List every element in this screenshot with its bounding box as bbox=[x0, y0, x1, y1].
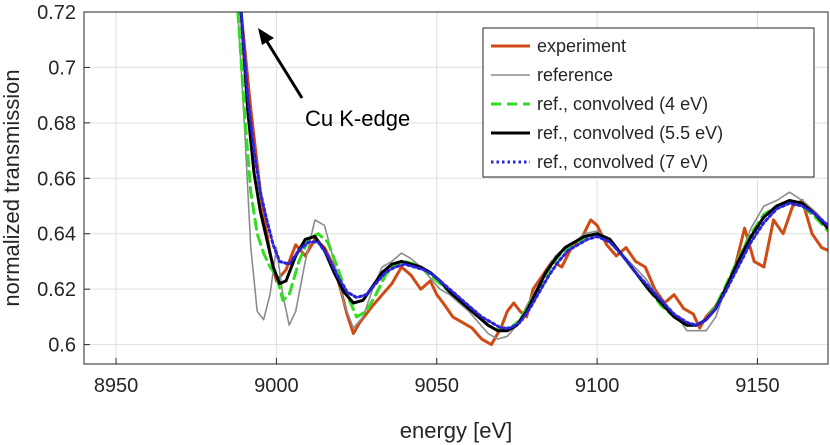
x-tick-label: 9000 bbox=[254, 375, 299, 397]
y-tick-label: 0.6 bbox=[48, 335, 76, 357]
y-axis-title: normalized transmission bbox=[0, 69, 24, 306]
series-line-1 bbox=[237, 12, 828, 340]
legend-label-4: ref., convolved (7 eV) bbox=[537, 152, 708, 172]
x-tick-label: 9100 bbox=[575, 375, 620, 397]
plot-area-frame bbox=[83, 11, 829, 365]
y-tick-label: 0.66 bbox=[37, 168, 76, 190]
legend-label-0: experiment bbox=[537, 36, 626, 56]
y-tick-label: 0.72 bbox=[37, 2, 76, 24]
x-axis-title: energy [eV] bbox=[400, 418, 513, 443]
annotation-arrow-head bbox=[258, 28, 274, 45]
cu-k-edge-annotation: Cu K-edge bbox=[258, 28, 410, 131]
y-tick-label: 0.68 bbox=[37, 113, 76, 135]
x-tick-label: 8950 bbox=[94, 375, 139, 397]
y-tick-label: 0.7 bbox=[48, 57, 76, 79]
legend-label-3: ref., convolved (5.5 eV) bbox=[537, 123, 723, 143]
x-tick-label: 9050 bbox=[415, 375, 460, 397]
legend: experiment reference ref., convolved (4 eV… bbox=[482, 27, 815, 178]
legend-box bbox=[482, 27, 815, 178]
y-tick-label: 0.64 bbox=[37, 224, 76, 246]
y-axis-ticks: 0.6 0.62 0.64 0.66 0.68 0.7 0.72 bbox=[37, 2, 90, 357]
y-tick-label: 0.62 bbox=[37, 279, 76, 301]
legend-label-1: reference bbox=[537, 65, 613, 85]
series-lines bbox=[236, 12, 828, 347]
x-axis-ticks: 8950 9000 9050 9100 9150 bbox=[94, 358, 780, 397]
x-tick-label: 9150 bbox=[735, 375, 780, 397]
annotation-label: Cu K-edge bbox=[305, 106, 410, 131]
annotation-arrow-shaft bbox=[264, 39, 304, 99]
legend-label-2: ref., convolved (4 eV) bbox=[537, 94, 708, 114]
series-line-4 bbox=[239, 12, 828, 330]
